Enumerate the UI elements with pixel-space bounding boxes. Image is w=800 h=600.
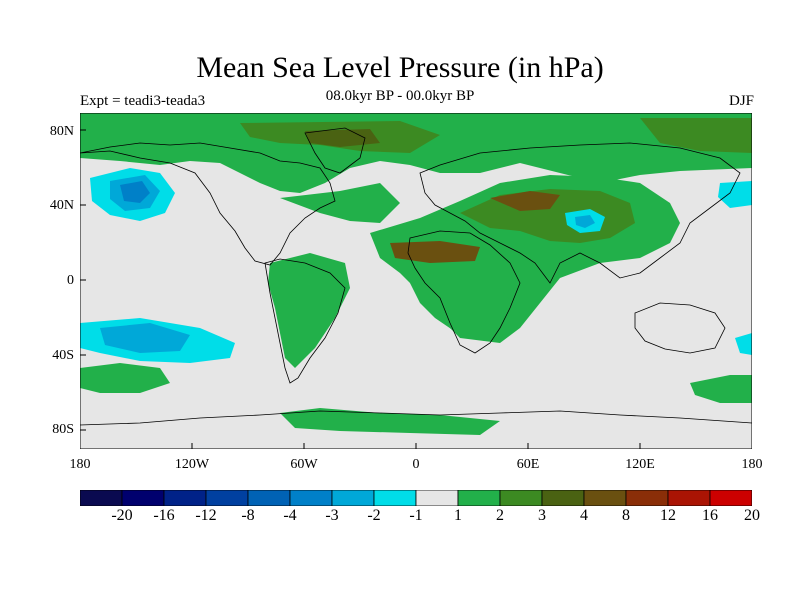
colorbar-label: -2	[367, 507, 381, 524]
colorbar-swatch	[205, 490, 249, 506]
colorbar-label: 8	[622, 507, 630, 524]
coastlines	[80, 127, 752, 426]
australia-coast	[634, 302, 726, 354]
season-label: DJF	[728, 93, 754, 109]
south-america-high-region	[268, 253, 350, 368]
colorbar	[80, 490, 752, 506]
colorbar-label: -3	[325, 507, 339, 524]
colorbar-swatch	[80, 490, 123, 506]
colorbar-swatch	[499, 490, 543, 506]
lat-tick-40s: 40S	[52, 348, 74, 363]
colorbar-label: 2	[496, 507, 504, 524]
antarctic-high-patch	[280, 408, 500, 435]
axis-ticks	[80, 129, 641, 449]
colorbar-swatch	[625, 490, 669, 506]
arctic-high-deep	[305, 129, 380, 147]
southern-indian-high-region	[690, 375, 752, 403]
colorbar-swatch	[583, 490, 627, 506]
lon-tick-60w: 60W	[290, 457, 318, 472]
colorbar-swatch	[163, 490, 207, 506]
map-subtitle: 08.0kyr BP - 00.0kyr BP	[325, 88, 475, 104]
lon-tick-0: 0	[412, 457, 420, 472]
colorbar-label: 1	[454, 507, 462, 524]
colorbar-label: -20	[111, 507, 133, 524]
greenland-coast	[304, 127, 366, 174]
colorbar-label: -1	[409, 507, 423, 524]
colorbar-label: -12	[195, 507, 217, 524]
africa-high-region	[410, 278, 520, 341]
colorbar-label: 4	[580, 507, 588, 524]
lon-tick-180w: 180	[69, 457, 91, 472]
lat-tick-80n: 80N	[49, 124, 74, 139]
siberia-high-mid	[640, 118, 752, 153]
tibet-low-mid	[575, 215, 595, 228]
southwest-pacific-low	[735, 333, 752, 355]
colorbar-swatch	[415, 490, 459, 506]
lat-tick-40n: 40N	[49, 198, 74, 213]
colorbar-label: 3	[538, 507, 546, 524]
colorbar-swatch	[373, 490, 417, 506]
atlantic-high-region	[280, 183, 400, 223]
lat-tick-0: 0	[67, 273, 74, 288]
south-america-coast	[264, 258, 346, 384]
eurasia-coast	[419, 142, 741, 284]
antarctica-coast	[80, 410, 752, 426]
lon-tick-180e: 180	[741, 457, 763, 472]
south-pacific-high-region	[80, 363, 170, 393]
africa-coast	[407, 230, 521, 354]
colorbar-label: -4	[283, 507, 297, 524]
colorbar-label: -16	[153, 507, 175, 524]
map-title: Mean Sea Level Pressure (in hPa)	[196, 51, 604, 84]
lon-tick-120w: 120W	[174, 457, 210, 472]
colorbar-swatch	[289, 490, 333, 506]
lat-tick-80s: 80S	[52, 422, 74, 437]
experiment-label: Expt = teadi3-teada3	[80, 93, 206, 109]
south-pacific-low-mid	[100, 323, 190, 353]
lon-tick-120e: 120E	[625, 457, 655, 472]
colorbar-swatch	[541, 490, 585, 506]
colorbar-label: 16	[702, 507, 718, 524]
colorbar-label: -8	[241, 507, 255, 524]
colorbar-swatch	[457, 490, 501, 506]
colorbar-swatch	[709, 490, 752, 506]
colorbar-swatch	[247, 490, 291, 506]
sahara-high-deep	[390, 241, 480, 263]
east-asia-low	[718, 181, 752, 208]
lon-tick-60e: 60E	[516, 457, 540, 472]
colorbar-swatch	[667, 490, 711, 506]
colorbar-label: 12	[660, 507, 676, 524]
north-america-coast	[80, 142, 336, 266]
asia-high-deep	[490, 191, 560, 211]
colorbar-swatch	[331, 490, 375, 506]
north-pacific-low-deep	[120, 181, 150, 203]
pressure-anomaly-map	[80, 113, 752, 449]
colorbar-label: 20	[744, 507, 760, 524]
colorbar-swatch	[121, 490, 165, 506]
